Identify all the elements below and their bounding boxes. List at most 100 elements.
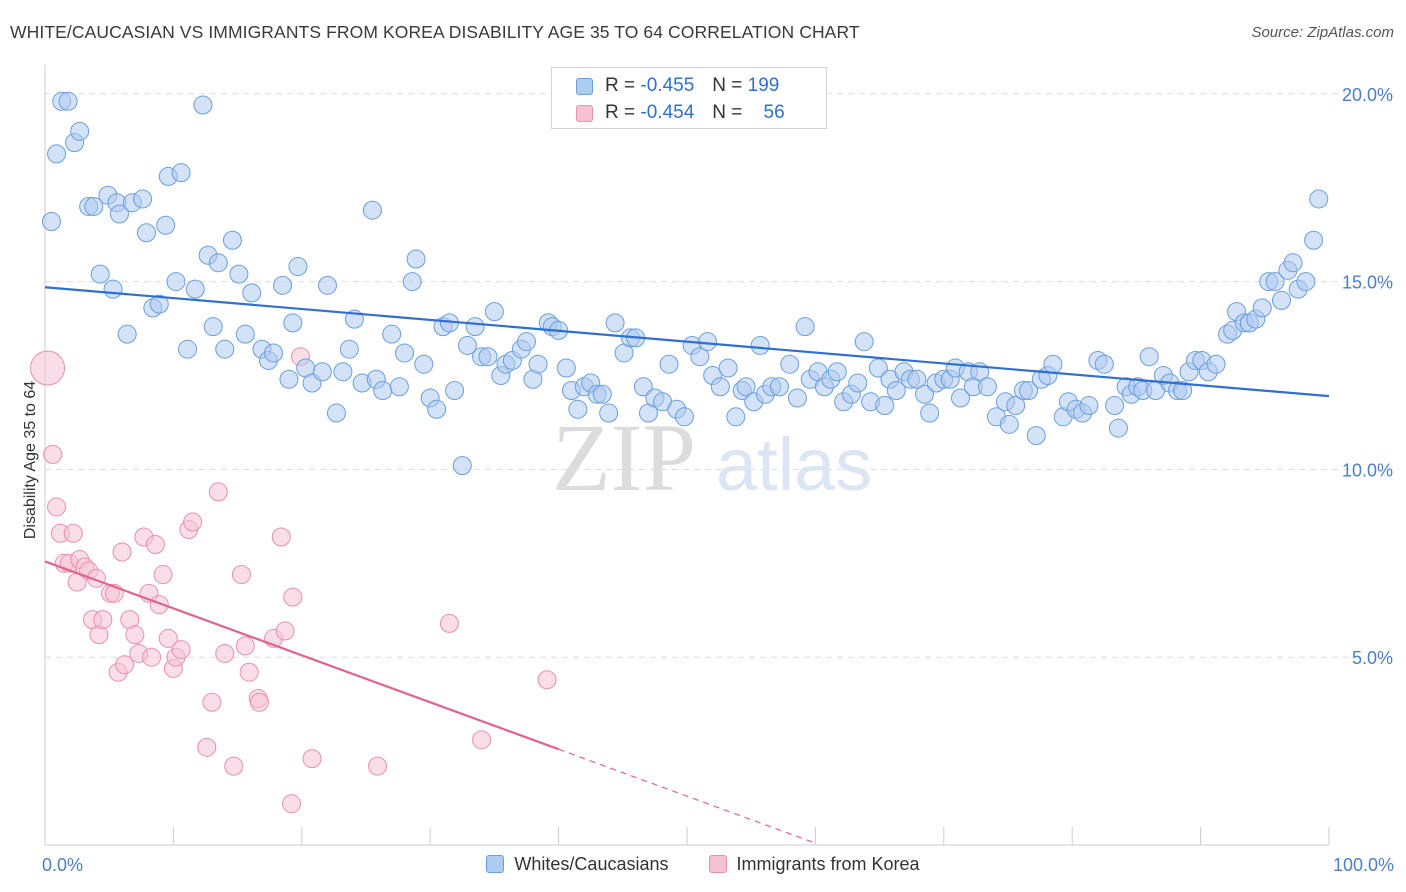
whites-point: [1094, 354, 1114, 374]
whites-point: [827, 362, 847, 382]
korea-point: [183, 512, 203, 532]
korea-point: [202, 692, 222, 712]
korea-point: [249, 692, 269, 712]
korea-point: [283, 587, 303, 607]
whites-point: [528, 354, 548, 374]
r-label: R =: [605, 75, 636, 96]
whites-point: [659, 354, 679, 374]
korea-point: [93, 610, 113, 630]
legend-item-whites[interactable]: Whites/Caucasians: [486, 854, 669, 875]
whites-point: [726, 407, 746, 427]
whites-legend-swatch: [486, 855, 505, 873]
korea-point: [145, 535, 165, 555]
whites-point: [718, 358, 738, 378]
whites-point: [406, 249, 426, 269]
whites-point: [710, 377, 730, 397]
whites-point: [1108, 418, 1128, 438]
whites-point: [171, 163, 191, 183]
whites-point: [674, 407, 694, 427]
whites-point: [484, 302, 504, 322]
legend-item-korea[interactable]: Immigrants from Korea: [708, 853, 920, 875]
whites-point: [1296, 272, 1316, 292]
whites-point: [178, 339, 198, 359]
whites-point: [149, 294, 169, 314]
y-tick-label: 15.0%: [1342, 273, 1393, 293]
whites-point: [70, 121, 90, 141]
watermark-atlas: atlas: [716, 423, 872, 506]
whites-point: [750, 335, 770, 355]
whites-point: [90, 264, 110, 284]
trend-lines: [44, 286, 1330, 844]
whites-point: [875, 396, 895, 416]
korea-legend-swatch: [708, 855, 727, 873]
whites-point: [1026, 426, 1046, 446]
whites-point: [999, 414, 1019, 434]
r-value-korea: -0.454: [640, 102, 695, 123]
whites-point: [633, 377, 653, 397]
n-label: N =: [712, 102, 743, 123]
whites-point: [402, 272, 422, 292]
whites-point: [787, 388, 807, 408]
chart-title: WHITE/CAUCASIAN VS IMMIGRANTS FROM KOREA…: [10, 22, 860, 42]
korea-point: [231, 565, 251, 585]
whites-point: [215, 339, 235, 359]
whites-point: [907, 369, 927, 389]
korea-point: [215, 643, 235, 663]
whites-point: [1173, 381, 1193, 401]
korea-point: [47, 497, 67, 517]
whites-point: [568, 399, 588, 419]
korea-point: [63, 523, 83, 543]
korea-trend-extension: [558, 748, 816, 844]
whites-point: [373, 381, 393, 401]
whites-point: [84, 196, 104, 216]
whites-point: [769, 377, 789, 397]
whites-point: [556, 358, 576, 378]
korea-point: [235, 636, 255, 656]
whites-point: [517, 332, 536, 352]
korea-point: [43, 444, 63, 464]
whites-point: [920, 403, 940, 423]
korea-point: [537, 670, 557, 690]
whites-point: [414, 354, 434, 374]
whites-point: [698, 332, 718, 352]
korea-point: [472, 730, 492, 750]
whites-points: [41, 91, 1329, 476]
korea-point: [112, 542, 132, 562]
whites-trend-line: [44, 286, 1330, 398]
whites-point: [886, 381, 906, 401]
whites-point: [465, 317, 485, 337]
whites-point: [1206, 354, 1226, 374]
whites-point: [317, 275, 337, 295]
korea-legend-label: Immigrants from Korea: [736, 853, 920, 874]
whites-point: [117, 324, 137, 344]
r-value-whites: -0.455: [640, 75, 695, 96]
whites-point: [136, 223, 156, 243]
whites-point: [780, 354, 800, 374]
y-tick-label: 5.0%: [1352, 648, 1393, 668]
whites-point: [395, 343, 415, 363]
whites-point: [283, 313, 303, 333]
n-label: N =: [712, 75, 743, 96]
korea-point: [30, 350, 66, 386]
whites-point: [58, 91, 78, 111]
whites-point: [795, 317, 815, 337]
whites-point: [1304, 230, 1324, 250]
watermark-zip: ZIP: [552, 404, 696, 511]
whites-point: [592, 384, 612, 404]
whites-point: [977, 377, 997, 397]
korea-point: [271, 527, 291, 547]
whites-point: [264, 343, 284, 363]
x-tick-label: 0.0%: [42, 855, 83, 875]
whites-point: [599, 403, 619, 423]
source-credit: Source: ZipAtlas.com: [1251, 24, 1394, 41]
whites-point: [1252, 298, 1272, 318]
korea-point: [239, 662, 259, 682]
korea-swatch: [576, 104, 593, 122]
y-tick-label: 20.0%: [1342, 85, 1393, 105]
whites-point: [156, 215, 176, 235]
whites-point: [47, 144, 67, 164]
whites-point: [312, 362, 332, 382]
whites-point: [339, 339, 359, 359]
korea-point: [153, 565, 173, 585]
